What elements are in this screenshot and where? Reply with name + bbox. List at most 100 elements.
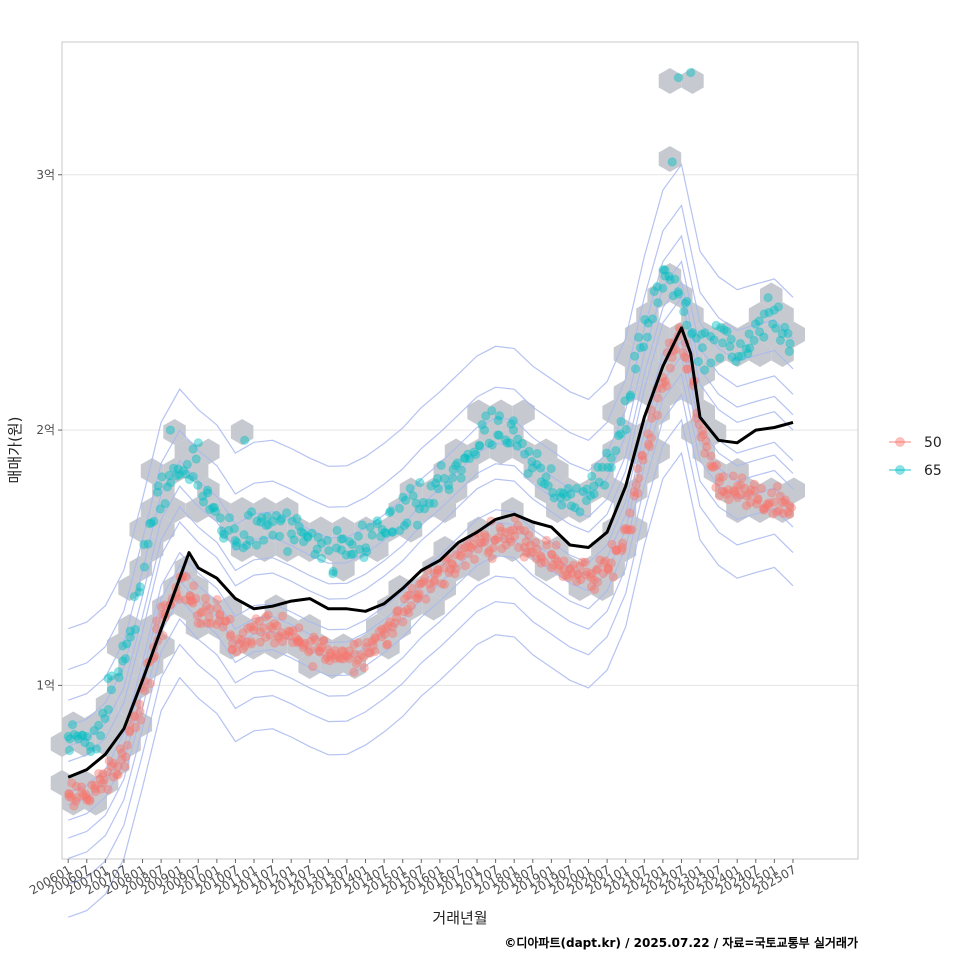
data-point-65 (118, 641, 128, 651)
data-point-65 (505, 438, 515, 448)
data-point-65 (316, 538, 327, 548)
data-point-65 (418, 497, 429, 508)
data-point-50 (612, 545, 622, 555)
data-point-50 (698, 430, 709, 440)
hexbin-cell (467, 399, 490, 426)
density-contour-line (67, 392, 794, 860)
data-point-65 (322, 535, 332, 546)
data-point-65 (412, 520, 423, 530)
data-point-65 (157, 472, 167, 482)
data-point-50 (627, 524, 637, 535)
data-point-65 (268, 516, 278, 527)
data-point-65 (210, 507, 221, 517)
hexbin-cell (253, 536, 276, 562)
data-point-50 (387, 622, 398, 632)
data-point-65 (398, 492, 408, 502)
data-point-65 (447, 473, 458, 483)
data-point-50 (647, 413, 657, 423)
data-point-50 (272, 621, 282, 631)
y-axis-title: 매매가(원) (6, 417, 24, 484)
data-point-50 (573, 569, 583, 579)
data-point-50 (351, 658, 362, 669)
data-point-65 (203, 488, 213, 498)
data-point-50 (536, 553, 547, 563)
data-point-50 (85, 794, 95, 805)
data-point-50 (484, 546, 494, 556)
density-contour-line (67, 163, 794, 630)
data-point-50 (390, 618, 400, 628)
hexbin-cell (320, 653, 344, 679)
data-point-50 (780, 498, 790, 508)
data-point-65 (332, 525, 342, 536)
data-point-65 (502, 438, 512, 448)
data-point-50 (758, 504, 769, 514)
data-point-50 (308, 661, 318, 672)
data-point-50 (71, 796, 81, 806)
data-point-50 (468, 539, 479, 550)
data-point-50 (774, 505, 784, 515)
data-point-65 (589, 489, 599, 499)
data-point-65 (493, 430, 503, 440)
data-point-50 (94, 768, 104, 779)
data-point-65 (103, 673, 113, 684)
hexbin-cell (185, 458, 209, 484)
hexbin-cell (242, 633, 265, 660)
data-point-65 (643, 318, 653, 328)
data-point-50 (225, 631, 236, 642)
hexbin-cell (320, 536, 344, 562)
data-point-50 (288, 637, 298, 648)
data-point-65 (313, 532, 323, 543)
data-point-65 (493, 415, 503, 426)
hexbin-cell (287, 633, 310, 660)
data-point-50 (265, 621, 276, 631)
data-point-65 (399, 520, 410, 531)
hexbin-cell (715, 321, 738, 348)
data-point-65 (642, 332, 653, 342)
hexbin-cell (467, 438, 490, 465)
data-point-50 (71, 781, 82, 792)
data-point-50 (764, 498, 774, 508)
data-point-50 (399, 594, 410, 604)
data-point-50 (330, 653, 340, 664)
density-contour-line (67, 260, 794, 727)
data-point-50 (586, 568, 597, 579)
data-point-50 (643, 429, 653, 439)
data-point-50 (591, 565, 601, 575)
data-point-65 (750, 319, 761, 329)
data-point-50 (316, 642, 327, 652)
data-point-65 (665, 275, 675, 285)
data-point-65 (298, 528, 309, 538)
data-point-50 (617, 546, 627, 556)
hexbin-cell (343, 653, 366, 679)
data-point-65 (487, 440, 497, 450)
data-point-50 (760, 503, 770, 513)
data-point-50 (638, 455, 648, 465)
data-point-50 (551, 540, 561, 550)
data-point-65 (673, 73, 684, 83)
hexbin-cell (523, 458, 547, 484)
data-point-50 (481, 532, 491, 542)
data-point-65 (616, 416, 626, 427)
data-point-65 (524, 446, 534, 457)
data-point-65 (178, 466, 189, 476)
data-point-65 (606, 453, 616, 463)
data-point-65 (188, 444, 198, 454)
data-point-50 (349, 667, 359, 677)
hexbin-cell (354, 516, 378, 543)
data-point-65 (202, 485, 213, 495)
data-point-65 (581, 495, 592, 506)
data-point-50 (64, 788, 74, 799)
hexbin-cell (411, 497, 434, 523)
data-point-50 (501, 540, 511, 550)
data-point-65 (193, 438, 204, 448)
hexbin-cell (782, 321, 805, 348)
data-point-50 (737, 473, 747, 483)
data-point-65 (682, 296, 692, 307)
data-point-65 (578, 487, 588, 497)
data-point-50 (108, 758, 119, 769)
data-point-50 (303, 647, 314, 657)
hexbin-cell (208, 614, 231, 640)
data-point-50 (519, 552, 529, 562)
data-point-50 (634, 473, 644, 483)
data-point-50 (769, 497, 779, 507)
